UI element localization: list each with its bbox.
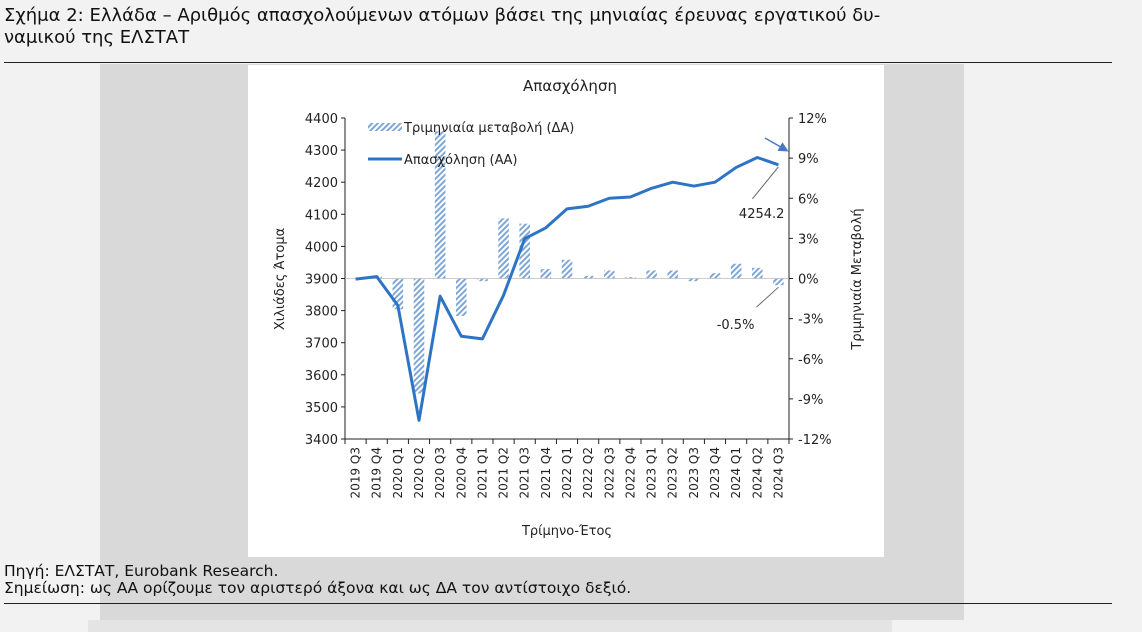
legend-bar-label: Τριμηνιαία μεταβολή (ΔΑ) (403, 121, 574, 136)
annotation-level-value: 4254.2 (739, 207, 785, 222)
left-tick-label: 3900 (305, 273, 338, 288)
bottom-rule (4, 603, 1112, 604)
employment-chart: Απασχόληση 4400 4300 4200 4100 4000 3900 3800 3… (273, 77, 865, 539)
quarterly-change-bar (540, 269, 552, 279)
quarterly-change-bar (498, 218, 509, 279)
bar-series (371, 131, 784, 394)
x-tick-label: 2023 Q2 (666, 447, 680, 498)
employment-line (355, 155, 779, 422)
right-tick-label: 0% (798, 273, 819, 288)
right-axis-arrow (764, 137, 789, 152)
right-tick-label: 6% (798, 192, 819, 207)
left-tick-label: 4000 (305, 240, 338, 255)
source-text: Πηγή: ΕΛΣΤΑΤ, Eurobank Research. (4, 562, 279, 580)
x-tick-label: 2021 Q1 (475, 447, 489, 498)
right-tick-label: 12% (798, 112, 827, 127)
x-tick-label: 2023 Q3 (687, 447, 701, 498)
quarterly-change-bar (709, 273, 721, 279)
title-rule (4, 62, 1112, 63)
left-tick-label: 4300 (305, 144, 338, 159)
quarterly-change-bar (392, 278, 404, 310)
chart-title: Απασχόληση (523, 77, 617, 95)
right-tick-label: 3% (798, 232, 819, 247)
x-tick-label: 2022 Q4 (623, 447, 637, 498)
legend: Τριμηνιαία μεταβολή (ΔΑ) Απασχόληση (ΑΑ) (368, 121, 574, 168)
x-tick-label: 2019 Q3 (349, 447, 363, 498)
quarterly-change-bar (667, 270, 678, 279)
line-series (355, 155, 779, 422)
left-tick-label: 4200 (305, 176, 338, 191)
left-tick-label: 3500 (305, 401, 338, 416)
left-tick-label: 3800 (305, 305, 338, 320)
axes (344, 118, 790, 440)
legend-line-label: Απασχόληση (ΑΑ) (404, 153, 517, 168)
x-tick-label: 2021 Q4 (539, 447, 553, 498)
note-text: Σημείωση: ως ΑΑ ορίζουμε τον αριστερό άξ… (4, 579, 632, 597)
x-tick-label: 2022 Q3 (602, 447, 616, 498)
left-tick-label: 4400 (305, 112, 338, 127)
x-tick-label: 2022 Q1 (560, 447, 574, 498)
leader-line-change (756, 286, 779, 308)
quarterly-change-bar (752, 267, 763, 279)
quarterly-change-bar (519, 223, 530, 279)
x-tick-label: 2019 Q4 (370, 447, 384, 498)
x-tick-label: 2022 Q2 (581, 447, 595, 498)
x-tick-label: 2020 Q2 (412, 447, 426, 498)
annotations: 4254.2 -0.5% (717, 137, 789, 333)
x-axis-label: Τρίμηνο-Έτος (521, 524, 612, 539)
quarterly-change-bar (688, 278, 700, 282)
quarterly-change-bar (434, 131, 446, 279)
annotation-change-value: -0.5% (717, 318, 755, 333)
right-tick-label: -6% (798, 353, 823, 368)
left-axis-ticks: 4400 4300 4200 4100 4000 3900 3800 3700 3600 3500… (305, 112, 345, 448)
quarterly-change-bar (413, 278, 425, 394)
left-tick-label: 4100 (305, 208, 338, 223)
quarterly-change-bar (477, 278, 488, 282)
quarterly-change-bar (625, 277, 636, 279)
quarterly-change-bar (646, 270, 657, 279)
right-axis-ticks: 12% 9% 6% 3% 0% -3% -6% -9% -12% (789, 112, 832, 448)
left-tick-label: 3400 (305, 433, 338, 448)
x-axis-ticks: 2019 Q3 2019 Q4 2020 Q1 2020 Q2 2020 Q3 2020 … (344, 439, 790, 498)
quarterly-change-bar (773, 278, 784, 286)
chart-area: Απασχόληση 4400 4300 4200 4100 4000 3900 3800 3… (248, 65, 884, 557)
quarterly-change-bar (561, 259, 573, 279)
x-tick-label: 2023 Q1 (645, 447, 659, 498)
right-tick-label: -9% (798, 393, 823, 408)
left-tick-label: 3600 (305, 369, 338, 384)
right-tick-label: -3% (798, 313, 823, 328)
quarterly-change-bar (730, 263, 742, 279)
x-tick-label: 2020 Q4 (454, 447, 468, 498)
left-axis-label: Χιλιάδες Άτομα (273, 228, 288, 330)
left-tick-label: 3700 (305, 337, 338, 352)
quarterly-change-bar (582, 275, 594, 279)
figure-title: Σχήμα 2: Ελλάδα – Αριθμός απασχολούμενων… (4, 5, 881, 48)
x-tick-label: 2020 Q1 (391, 447, 405, 498)
legend-bar-swatch (368, 123, 402, 131)
x-tick-label: 2024 Q3 (771, 447, 785, 498)
x-tick-label: 2023 Q4 (708, 447, 722, 498)
right-tick-label: 9% (798, 152, 819, 167)
x-tick-label: 2024 Q1 (729, 447, 743, 498)
quarterly-change-bar (456, 278, 467, 316)
x-tick-label: 2020 Q3 (433, 447, 447, 498)
x-tick-label: 2021 Q2 (497, 447, 511, 498)
x-tick-label: 2021 Q3 (518, 447, 532, 498)
right-axis-label: Τριμηνιαία Μεταβολή (850, 208, 865, 350)
leader-line-level (752, 166, 779, 200)
bottom-strip (88, 620, 892, 632)
quarterly-change-bar (604, 270, 615, 279)
right-tick-label: -12% (798, 433, 832, 448)
x-tick-label: 2024 Q2 (750, 447, 764, 498)
